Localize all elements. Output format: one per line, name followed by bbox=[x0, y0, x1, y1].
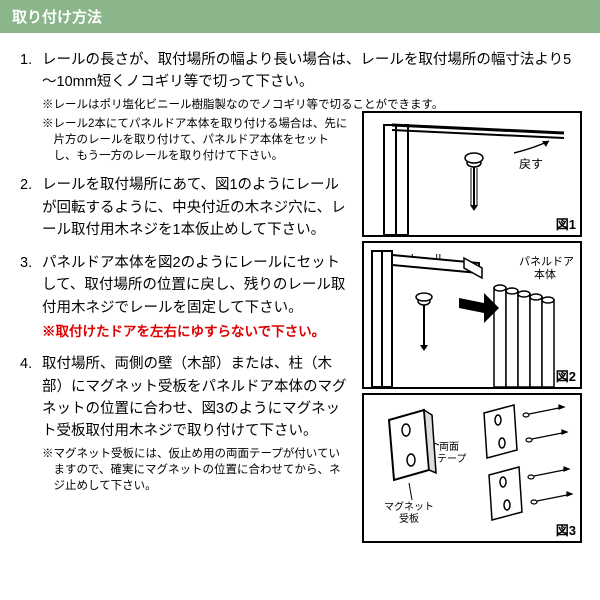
figure-3: 両面 テープ マグネット 受板 bbox=[362, 393, 582, 543]
fig3-text-tape2: テープ bbox=[437, 453, 466, 465]
header-title: 取り付け方法 bbox=[12, 9, 102, 26]
fig1-text-back: 戻す bbox=[519, 157, 543, 171]
fig2-text-door1: パネルドア bbox=[519, 255, 574, 268]
step-body: レールを取付場所にあて、図1のようにレールが回転するように、中央付近の木ネジ穴に… bbox=[42, 174, 350, 241]
step-text: 取付場所、両側の壁（木部）または、柱（木部）にマグネット受板をパネルドア本体のマ… bbox=[42, 353, 350, 443]
step-text: レールを取付場所にあて、図1のようにレールが回転するように、中央付近の木ネジ穴に… bbox=[42, 174, 350, 241]
fig2-text-door2: 本体 bbox=[534, 267, 556, 281]
step-number: 3. bbox=[20, 252, 42, 343]
fig1-svg: 戻す bbox=[364, 113, 580, 235]
content-area: 1. レールの長さが、取付場所の幅より長い場合は、レールを取付場所の幅寸法より5… bbox=[0, 33, 600, 514]
step-text: パネルドア本体を図2のようにレールにセットして、取付場所の位置に戻し、残りのレー… bbox=[42, 252, 350, 319]
fig3-text-tape1: 両面 bbox=[439, 442, 459, 453]
step-body: 取付場所、両側の壁（木部）または、柱（木部）にマグネット受板をパネルドア本体のマ… bbox=[42, 353, 350, 494]
step-number: 1. bbox=[20, 49, 42, 164]
fig-label: 図3 bbox=[556, 520, 576, 539]
figures-column: 戻す 図1 レール パネルドア 本体 bbox=[362, 111, 582, 547]
section-header: 取り付け方法 bbox=[0, 0, 600, 33]
fig2-svg: レール パネルドア 本体 bbox=[364, 243, 580, 387]
step-note: ※マグネット受板には、仮止め用の両面テープが付いていますので、確実にマグネットの… bbox=[42, 446, 350, 494]
step-body: パネルドア本体を図2のようにレールにセットして、取付場所の位置に戻し、残りのレー… bbox=[42, 252, 350, 343]
fig3-svg: 両面 テープ マグネット 受板 bbox=[364, 395, 580, 541]
figure-2: レール パネルドア 本体 bbox=[362, 241, 582, 389]
step-text: レールの長さが、取付場所の幅より長い場合は、レールを取付場所の幅寸法より5～10… bbox=[42, 49, 580, 94]
step-warning: ※取付けたドアを左右にゆすらないで下さい。 bbox=[42, 322, 350, 343]
fig3-text-mag1: マグネット bbox=[384, 500, 434, 513]
fig-label: 図2 bbox=[556, 366, 576, 385]
figure-1: 戻す 図1 bbox=[362, 111, 582, 237]
step-number: 4. bbox=[20, 353, 42, 494]
step-number: 2. bbox=[20, 174, 42, 241]
fig3-text-mag2: 受板 bbox=[399, 512, 419, 525]
fig-label: 図1 bbox=[556, 214, 576, 233]
